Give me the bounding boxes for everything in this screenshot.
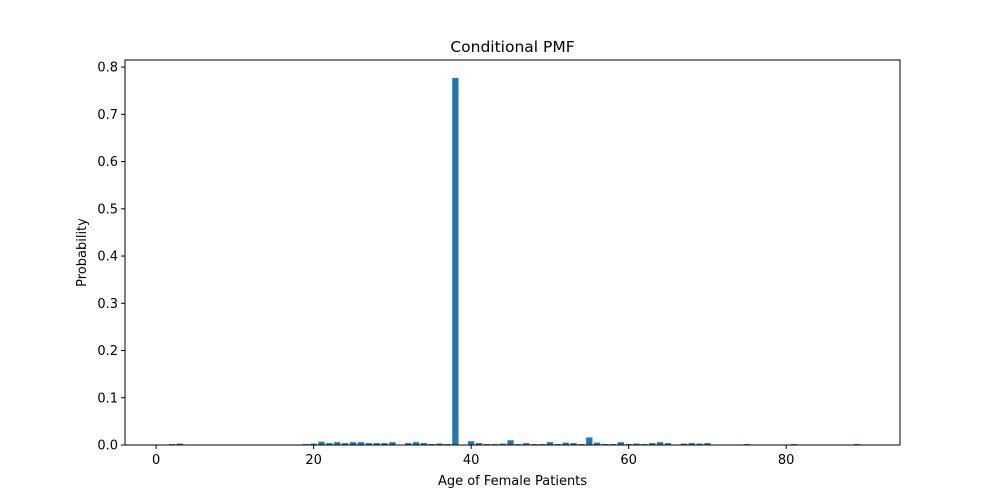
y-axis-label: Probability [75, 218, 90, 287]
bar-age-40 [468, 441, 475, 445]
bar-age-52 [562, 442, 569, 445]
bar-age-53 [570, 443, 577, 445]
bar-age-38 [452, 77, 459, 445]
x-axis-ticks: 0 20 40 60 80 [152, 445, 794, 468]
y-axis-ticks: 0.0 0.1 0.2 0.3 0.4 0.5 0.6 0.7 0.8 [97, 61, 125, 454]
bar-age-67 [680, 443, 687, 445]
y-tick-label: 0.7 [97, 108, 118, 123]
bar-age-50 [546, 442, 554, 445]
bar-age-55 [586, 437, 593, 445]
y-tick-label: 0.2 [97, 344, 118, 359]
bar-age-26 [357, 442, 365, 445]
bar-age-23 [334, 442, 341, 445]
bar-age-47 [523, 443, 530, 445]
bar-age-20 [310, 443, 317, 445]
bar-series [160, 77, 861, 445]
y-tick-label: 0.8 [97, 61, 118, 76]
axes-frame [124, 59, 901, 446]
bar-age-45 [507, 440, 514, 445]
bar-age-27 [365, 443, 372, 445]
chart-title: Conditional PMF [450, 38, 574, 56]
bar-age-29 [381, 443, 388, 445]
x-tick-label: 0 [152, 453, 160, 468]
bar-age-41 [475, 443, 483, 445]
bar-age-64 [657, 442, 664, 445]
x-tick-label: 20 [305, 453, 322, 468]
y-tick-label: 0.4 [97, 250, 118, 265]
y-tick-label: 0.1 [97, 391, 118, 406]
bar-age-56 [594, 442, 601, 445]
y-tick-label: 0.3 [97, 297, 118, 312]
x-tick-label: 80 [778, 453, 795, 468]
bar-age-70 [704, 443, 711, 445]
x-axis-label: Age of Female Patients [438, 474, 587, 489]
bar-age-59 [617, 442, 624, 445]
bar-age-63 [649, 443, 656, 445]
bar-age-44 [499, 443, 506, 445]
x-tick-label: 40 [463, 453, 480, 468]
y-tick-label: 0.0 [97, 439, 118, 454]
bar-age-33 [412, 442, 420, 445]
x-tick-label: 60 [620, 453, 637, 468]
bar-age-65 [664, 443, 672, 445]
y-tick-label: 0.5 [97, 202, 118, 217]
bar-age-69 [696, 443, 703, 445]
bar-age-28 [373, 443, 380, 445]
bar-age-36 [436, 443, 443, 445]
bar-age-24 [341, 443, 349, 445]
bar-age-3 [176, 443, 183, 445]
y-tick-label: 0.6 [97, 155, 118, 170]
bar-age-34 [420, 443, 428, 445]
bar-age-68 [688, 443, 695, 445]
bar-age-22 [326, 443, 333, 445]
bar-age-25 [349, 442, 357, 445]
bar-age-32 [404, 443, 412, 445]
bar-age-30 [389, 442, 396, 445]
bar-age-21 [318, 441, 325, 445]
bar-age-61 [633, 443, 640, 445]
